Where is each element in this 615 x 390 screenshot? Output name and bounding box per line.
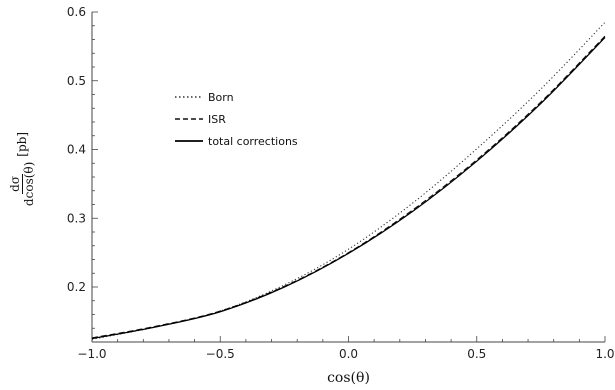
y-axis-fraction: dσ dcos(θ) (7, 160, 36, 208)
y-axis-numerator: dσ (7, 173, 23, 194)
x-tick-label: −0.5 (206, 347, 235, 361)
legend-label: Born (208, 91, 234, 104)
y-tick-label: 0.2 (67, 280, 86, 294)
y-tick-label: 0.4 (67, 143, 86, 157)
x-tick-label: 0.0 (339, 347, 358, 361)
y-tick-label: 0.6 (67, 5, 86, 19)
legend: Born ISR total corrections (175, 91, 298, 148)
series-line-isr (91, 35, 606, 339)
x-tick-label: 0.5 (467, 347, 486, 361)
legend-label: ISR (208, 113, 226, 126)
y-axis-title: dσ dcos(θ) [pb] (2, 110, 42, 230)
x-tick-label: −1.0 (77, 347, 106, 361)
series-line-born (91, 21, 606, 340)
x-tick-label: 1.0 (595, 347, 614, 361)
x-axis-title: cos(θ) (327, 370, 370, 386)
axes: −1.0 −0.5 0.0 0.5 1.0 0.2 0.3 0.4 0.5 0.6 (67, 5, 615, 361)
y-axis-denominator: dcos(θ) (21, 161, 36, 207)
series-line-total-corrections (91, 36, 606, 340)
series-layer (91, 21, 606, 340)
legend-label: total corrections (208, 135, 298, 148)
y-tick-label: 0.3 (67, 211, 86, 225)
y-tick-label: 0.5 (67, 74, 86, 88)
y-axis-unit: [pb] (15, 131, 29, 157)
